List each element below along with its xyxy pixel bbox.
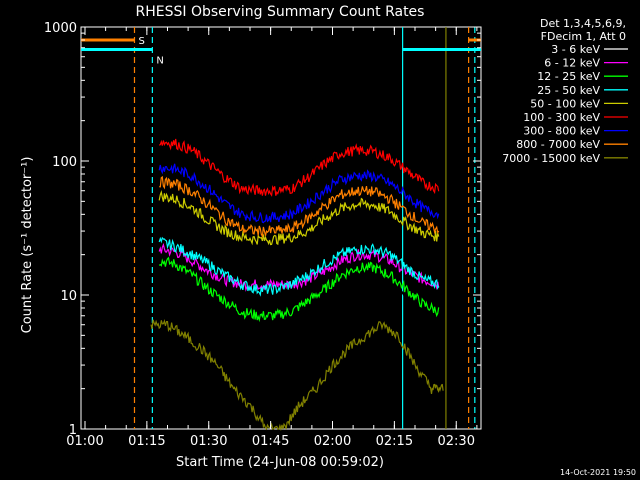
- y-tick-label: 10: [60, 289, 77, 304]
- legend: Det 1,3,4,5,6,9,FDecim 1, Att 03 - 6 keV…: [502, 17, 628, 165]
- x-tick-label: 02:30: [438, 434, 475, 449]
- legend-label: 3 - 6 keV: [551, 43, 600, 56]
- plot-area: SN: [80, 26, 482, 432]
- y-tick-label: 1000: [44, 21, 77, 36]
- legend-label: 50 - 100 keV: [530, 97, 600, 110]
- legend-header: FDecim 1, Att 0: [541, 30, 626, 43]
- x-tick-label: 02:00: [314, 434, 351, 449]
- legend-label: 12 - 25 keV: [537, 70, 600, 83]
- legend-label: 300 - 800 keV: [523, 125, 600, 138]
- footer-timestamp: 14-Oct-2021 19:50: [560, 468, 636, 477]
- series-line: [158, 256, 440, 323]
- y-tick-label: 1: [69, 423, 77, 438]
- legend-label: 7000 - 15000 keV: [502, 152, 600, 165]
- x-tick-label: 01:00: [66, 434, 103, 449]
- legend-label: 6 - 12 keV: [544, 57, 600, 70]
- x-axis-label: Start Time (24-Jun-08 00:59:02): [176, 455, 384, 470]
- y-axis: 1 10 100 1000: [44, 21, 481, 438]
- annotation-n: N: [156, 55, 163, 66]
- x-tick-label: 02:15: [376, 434, 413, 449]
- x-tick-label: 01:45: [252, 434, 289, 449]
- series-line: [158, 163, 440, 224]
- series-line: [158, 190, 440, 246]
- legend-label: 800 - 7000 keV: [516, 138, 600, 151]
- x-tick-label: 01:15: [128, 434, 165, 449]
- x-axis: 01:00 01:15 01:30 01:45 02:00 02:15 02:30: [66, 27, 478, 449]
- y-tick-label: 100: [52, 155, 77, 170]
- legend-label: 100 - 300 keV: [523, 111, 600, 124]
- x-tick-label: 01:30: [190, 434, 227, 449]
- chart-title: RHESSI Observing Summary Count Rates: [136, 4, 425, 20]
- legend-header: Det 1,3,4,5,6,9,: [540, 17, 626, 30]
- annotation-s: S: [138, 36, 144, 47]
- series-line: [158, 138, 440, 197]
- series-line: [159, 175, 440, 239]
- series-line: [158, 236, 440, 297]
- y-axis-label: Count Rate (s⁻¹ detector⁻¹): [20, 157, 35, 334]
- legend-label: 25 - 50 keV: [537, 84, 600, 97]
- series-line: [150, 318, 444, 432]
